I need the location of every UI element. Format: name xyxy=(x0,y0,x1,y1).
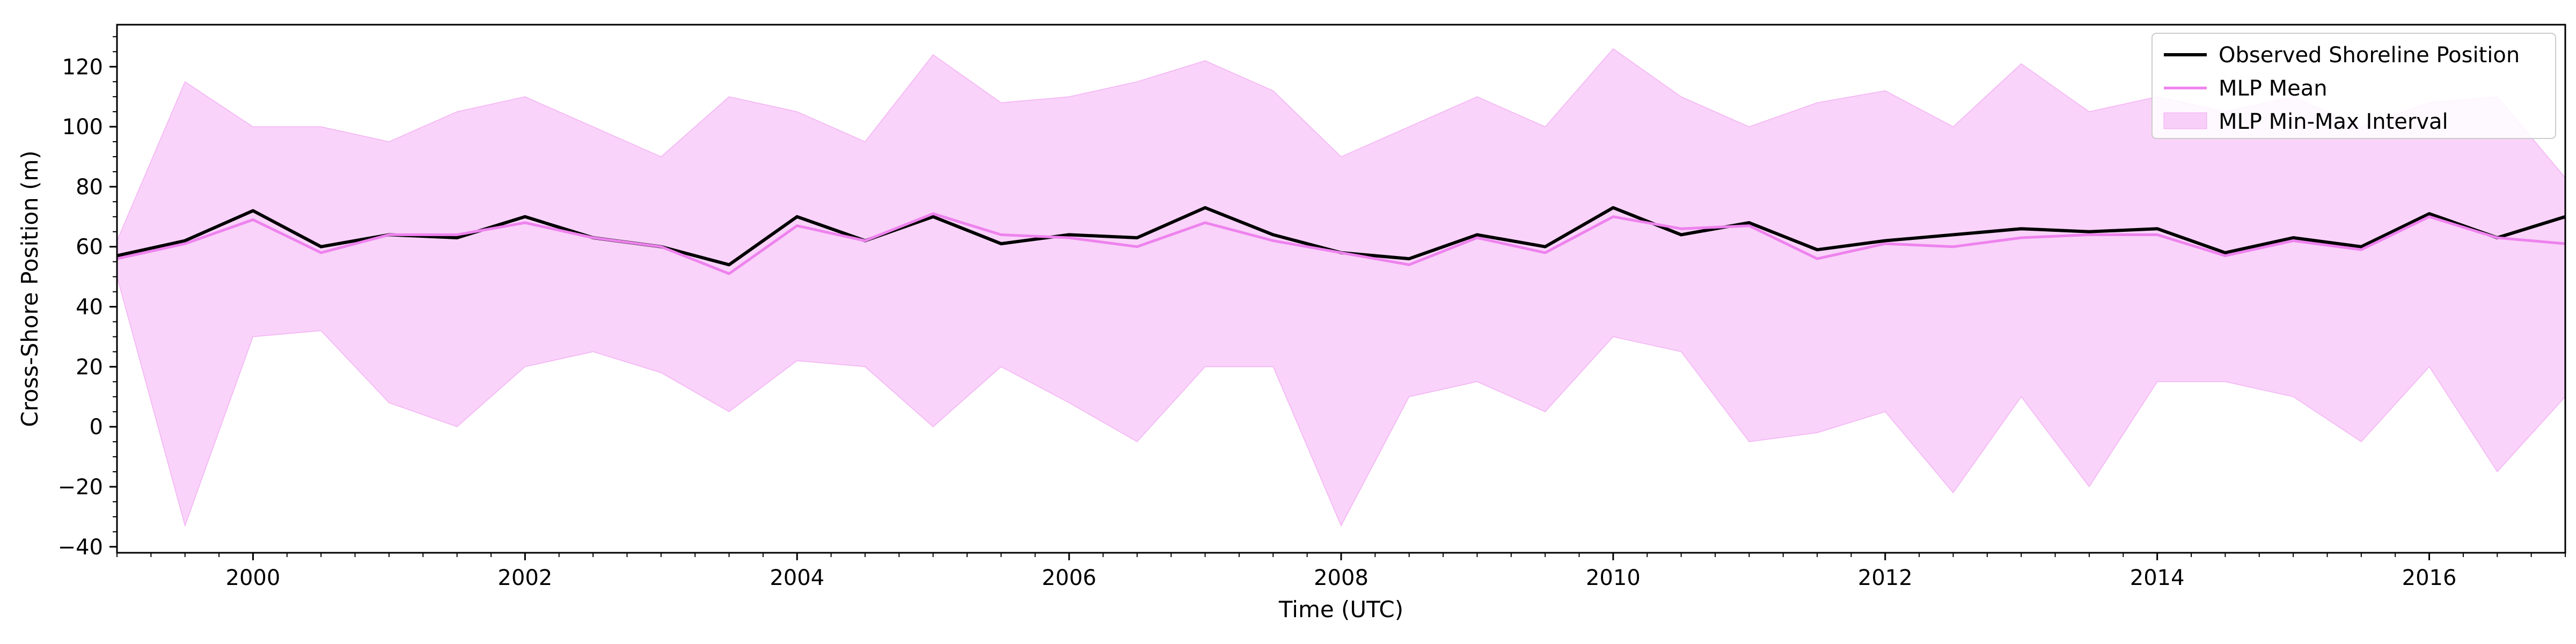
legend-label: MLP Min-Max Interval xyxy=(2219,109,2448,134)
legend-box xyxy=(2151,33,2556,139)
y-tick-label: 80 xyxy=(76,175,103,200)
x-tick-label: 2006 xyxy=(1042,566,1096,590)
x-tick-label: 2002 xyxy=(497,566,552,590)
y-tick-label: −20 xyxy=(58,475,103,500)
y-tick-label: −40 xyxy=(58,535,103,560)
y-tick-label: 40 xyxy=(76,295,103,320)
x-tick-label: 2004 xyxy=(770,566,824,590)
x-tick-label: 2012 xyxy=(1858,566,1913,590)
legend-label: Observed Shoreline Position xyxy=(2219,43,2520,68)
y-tick-label: 20 xyxy=(76,355,103,379)
legend-label: MLP Mean xyxy=(2219,76,2328,101)
y-tick-label: 120 xyxy=(62,55,103,79)
x-tick-label: 2014 xyxy=(2130,566,2185,590)
x-axis-label: Time (UTC) xyxy=(1278,596,1403,623)
legend-swatch-band xyxy=(2163,112,2207,129)
x-tick-label: 2008 xyxy=(1314,566,1368,590)
y-axis-label: Cross-Shore Position (m) xyxy=(17,150,43,427)
x-tick-label: 2000 xyxy=(226,566,281,590)
x-tick-label: 2016 xyxy=(2402,566,2457,590)
x-tick-label: 2010 xyxy=(1586,566,1641,590)
axes: −40 −20 0 20 40 60 80 100 120 2000 2002 2004 2006 200… xyxy=(58,24,2566,590)
minmax-interval-band xyxy=(117,48,2565,528)
y-tick-label: 0 xyxy=(90,415,103,440)
y-tick-label: 60 xyxy=(76,235,103,260)
legend: Observed Shoreline Position MLP Mean MLP M… xyxy=(2151,33,2556,139)
plot-area xyxy=(117,48,2565,528)
y-tick-label: 100 xyxy=(62,115,103,140)
mlp-mean-line xyxy=(117,212,2565,275)
